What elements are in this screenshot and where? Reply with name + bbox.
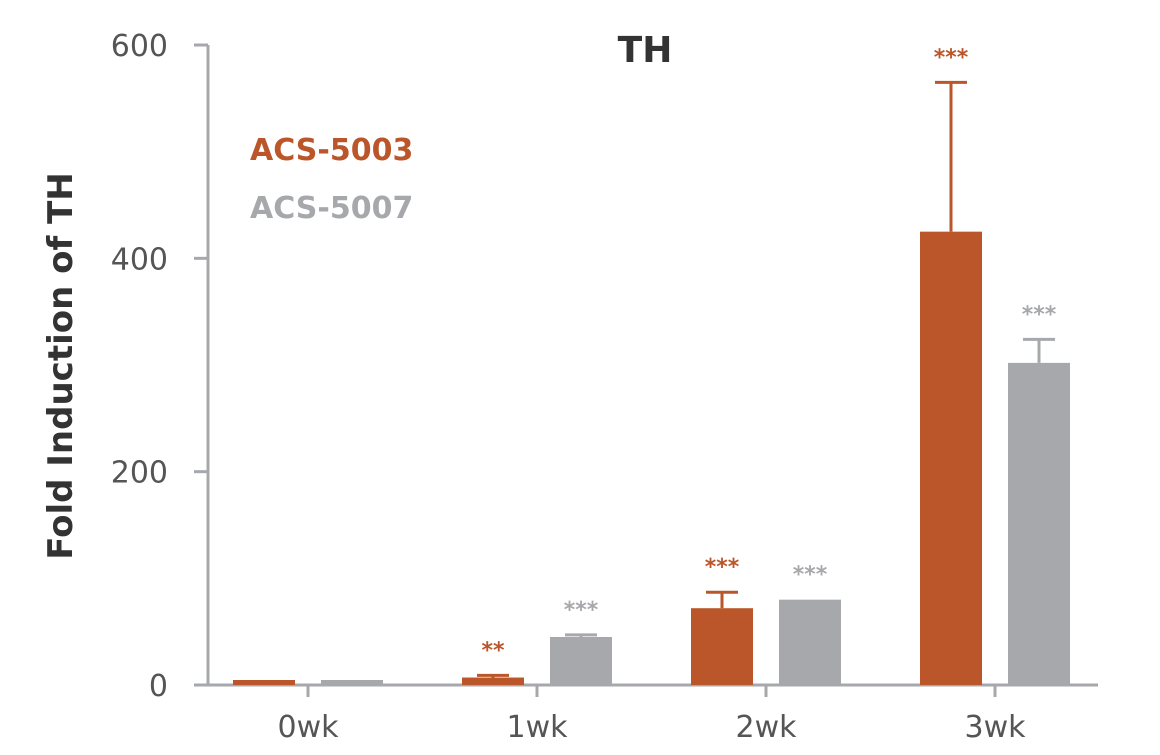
bar <box>550 637 612 685</box>
x-tick-label: 0wk <box>278 710 340 745</box>
bar <box>462 677 524 685</box>
bar <box>233 680 295 685</box>
bar <box>321 680 383 685</box>
x-tick-label: 3wk <box>965 710 1027 745</box>
significance-label: *** <box>564 598 599 623</box>
significance-label: *** <box>934 45 969 70</box>
significance-label: ** <box>481 638 505 663</box>
chart-title: TH <box>618 30 673 71</box>
significance-label: *** <box>705 555 740 580</box>
x-tick-label: 2wk <box>736 710 798 745</box>
significance-label: *** <box>793 563 828 588</box>
bar <box>779 599 841 685</box>
bars: ***************** <box>233 45 1070 685</box>
legend-entry: ACS-5003 <box>250 133 413 168</box>
legend-entry: ACS-5007 <box>250 191 413 226</box>
bar <box>1008 362 1070 685</box>
bar <box>691 608 753 685</box>
y-tick-label: 600 <box>111 29 168 64</box>
y-axis-label: Fold Induction of TH <box>41 172 81 560</box>
axes: 0 200 400 600 0wk 1wk 2wk 3wk <box>111 29 1098 745</box>
significance-label: *** <box>1022 302 1057 327</box>
y-tick-label: 200 <box>111 456 168 491</box>
y-tick-label: 0 <box>149 669 168 704</box>
bar <box>920 231 982 685</box>
y-tick-label: 400 <box>111 242 168 277</box>
legend: ACS-5003 ACS-5007 <box>250 133 413 226</box>
x-tick-label: 1wk <box>507 710 569 745</box>
